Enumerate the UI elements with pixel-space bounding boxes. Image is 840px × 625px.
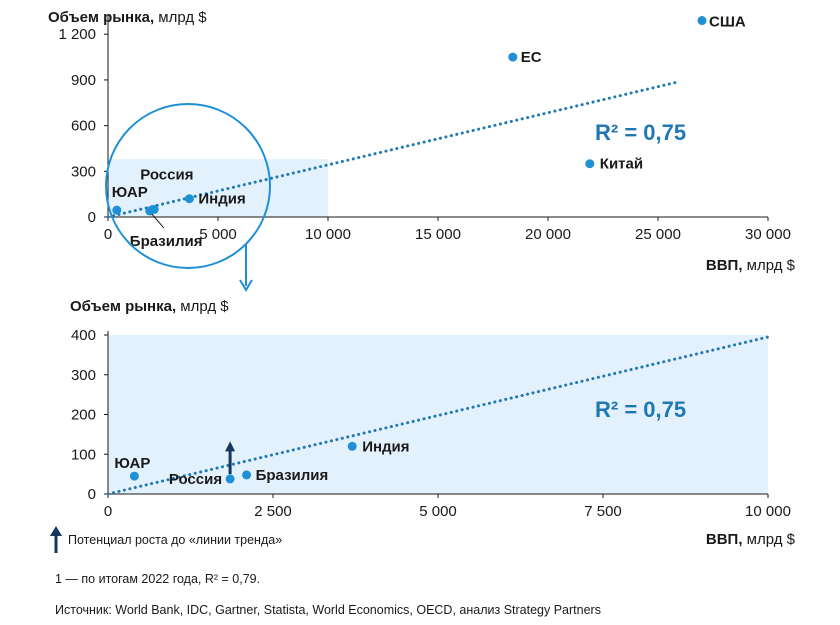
bottom-y-axis-title-bold: Объем рынка, <box>70 298 176 315</box>
x-tick-label: 2 500 <box>254 503 292 520</box>
y-tick-label: 300 <box>71 163 96 180</box>
point-label: ЕС <box>521 49 542 66</box>
bottom-trendline <box>106 335 770 496</box>
bottom-r2-label: R² = 0,75 <box>595 397 686 422</box>
top-r2-label: R² = 0,75 <box>595 120 686 145</box>
zoom-callout-circle <box>105 103 271 269</box>
point-label: Россия <box>140 166 193 183</box>
point-label: Россия <box>169 471 222 488</box>
y-tick-label: 400 <box>71 327 96 344</box>
point-label: ЮАР <box>112 184 148 201</box>
y-tick-label: 100 <box>71 446 96 463</box>
top-points: США ЕС Китай Индия Россия Бразилия ЮАР <box>112 14 746 250</box>
top-chart: Объем рынка, млрд $ ВВП, млрд $ 0 300 600 9… <box>48 9 796 292</box>
growth-arrow-legend-icon-head <box>50 526 62 536</box>
point-leader-line <box>151 213 165 229</box>
bottom-chart: Объем рынка, млрд $ ВВП, млрд $ 0 100 200 3… <box>70 298 796 548</box>
bottom-y-ticks: 0 100 200 300 400 <box>71 327 108 503</box>
data-point <box>242 470 252 480</box>
bottom-x-axis-title-bold: ВВП, <box>706 531 743 548</box>
point-label: США <box>709 14 746 31</box>
point-label: Индия <box>362 438 409 455</box>
top-x-axis-title-unit: млрд $ <box>743 257 796 274</box>
x-tick-label: 7 500 <box>584 503 622 520</box>
bottom-points: Индия Бразилия Россия ЮАР <box>114 438 409 488</box>
data-point <box>697 16 707 26</box>
point-label: Китай <box>600 156 643 173</box>
data-point <box>129 471 139 481</box>
top-x-axis-title-bold: ВВП, <box>706 257 743 274</box>
point-label: Бразилия <box>256 467 329 484</box>
footnote: 1 — по итогам 2022 года, R² = 0,79. <box>55 572 261 586</box>
legend-label: Потенциал роста до «линии тренда» <box>68 533 283 547</box>
point-label: Бразилия <box>130 233 203 250</box>
data-point <box>508 52 518 62</box>
x-tick-label: 10 000 <box>305 226 351 243</box>
top-y-axis-title-bold: Объем рынка, <box>48 9 154 26</box>
x-tick-label: 25 000 <box>635 226 681 243</box>
data-point <box>145 206 155 216</box>
bottom-y-axis-title-unit: млрд $ <box>176 298 229 315</box>
top-trendline <box>106 79 682 219</box>
x-tick-label: 0 <box>104 226 112 243</box>
y-tick-label: 200 <box>71 407 96 424</box>
y-tick-label: 0 <box>88 486 96 503</box>
data-point <box>347 441 357 451</box>
data-point <box>112 205 122 215</box>
bottom-x-axis-title: ВВП, млрд $ <box>706 531 796 548</box>
top-y-axis-title-unit: млрд $ <box>154 9 207 26</box>
bottom-y-axis-title: Объем рынка, млрд $ <box>70 298 229 315</box>
y-tick-label: 600 <box>71 118 96 135</box>
bottom-x-ticks: 0 2 500 5 000 7 500 10 000 <box>104 494 791 520</box>
data-point <box>184 194 194 204</box>
top-x-ticks: 0 5 000 10 000 15 000 20 000 25 000 30 000 <box>104 217 791 243</box>
top-y-ticks: 0 300 600 900 1 200 <box>58 26 108 226</box>
x-tick-label: 10 000 <box>745 503 791 520</box>
y-tick-label: 900 <box>71 72 96 89</box>
x-tick-label: 20 000 <box>525 226 571 243</box>
top-y-axis-title: Объем рынка, млрд $ <box>48 9 207 26</box>
source-note: Источник: World Bank, IDC, Gartner, Stat… <box>55 603 601 617</box>
y-tick-label: 300 <box>71 367 96 384</box>
top-highlight-region <box>108 159 328 217</box>
y-tick-label: 0 <box>88 209 96 226</box>
x-tick-label: 0 <box>104 503 112 520</box>
point-label: ЮАР <box>114 455 150 472</box>
data-point <box>585 159 595 169</box>
y-tick-label: 1 200 <box>58 26 96 43</box>
zoom-callout-arrowhead <box>239 279 253 292</box>
data-point <box>225 474 235 484</box>
point-label: Индия <box>198 191 245 208</box>
x-tick-label: 5 000 <box>199 226 237 243</box>
x-tick-label: 30 000 <box>745 226 791 243</box>
x-tick-label: 5 000 <box>419 503 457 520</box>
top-x-axis-title: ВВП, млрд $ <box>706 257 796 274</box>
x-tick-label: 15 000 <box>415 226 461 243</box>
bottom-x-axis-title-unit: млрд $ <box>743 531 796 548</box>
